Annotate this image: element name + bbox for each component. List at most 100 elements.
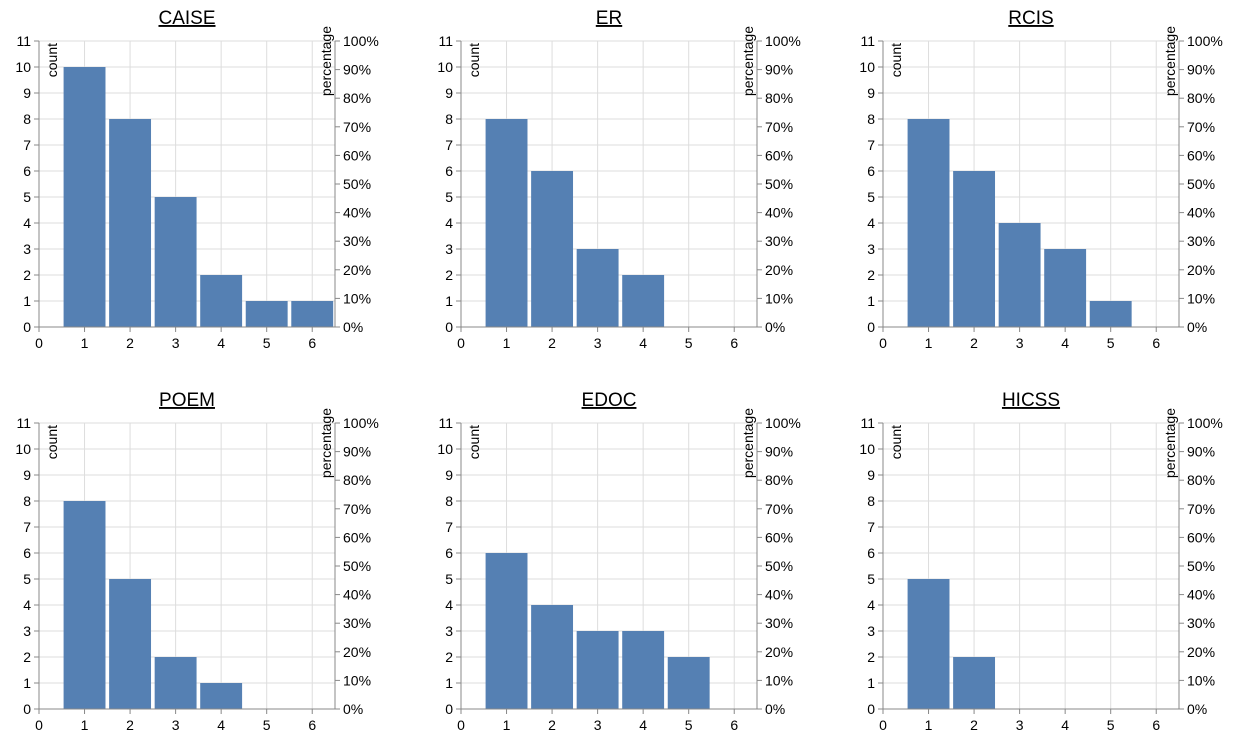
bar bbox=[622, 631, 665, 709]
chart-panel-edoc: 012345678910110%10%20%30%40%50%60%70%80%… bbox=[437, 390, 800, 733]
x-tick-label: 0 bbox=[457, 335, 465, 351]
y2-tick-label: 0% bbox=[765, 319, 785, 335]
bar bbox=[291, 301, 334, 327]
y2-tick-label: 10% bbox=[765, 290, 793, 306]
x-tick-label: 5 bbox=[685, 717, 693, 733]
x-tick-label: 5 bbox=[685, 335, 693, 351]
y-tick-label: 11 bbox=[860, 415, 875, 431]
y-tick-label: 0 bbox=[445, 319, 453, 335]
x-tick-label: 2 bbox=[548, 717, 556, 733]
y2-tick-label: 70% bbox=[1187, 119, 1215, 135]
x-tick-label: 5 bbox=[263, 335, 271, 351]
x-tick-label: 0 bbox=[457, 717, 465, 733]
y2-tick-label: 80% bbox=[343, 472, 371, 488]
x-tick-label: 4 bbox=[639, 335, 647, 351]
y-tick-label: 5 bbox=[23, 571, 31, 587]
y-axis-label: count bbox=[44, 425, 60, 459]
x-tick-label: 1 bbox=[925, 335, 933, 351]
x-tick-label: 2 bbox=[970, 717, 978, 733]
y-tick-label: 5 bbox=[445, 571, 453, 587]
x-tick-label: 2 bbox=[970, 335, 978, 351]
y-tick-label: 3 bbox=[867, 623, 875, 639]
y2-tick-label: 100% bbox=[765, 415, 801, 431]
y-axis-label: count bbox=[466, 43, 482, 77]
y2-tick-label: 60% bbox=[343, 529, 371, 545]
y-tick-label: 4 bbox=[23, 215, 31, 231]
y-axis-label: count bbox=[888, 43, 904, 77]
y2-tick-label: 40% bbox=[343, 587, 371, 603]
chart-title: EDOC bbox=[582, 390, 637, 411]
y-tick-label: 10 bbox=[437, 441, 453, 457]
y-tick-label: 6 bbox=[23, 545, 31, 561]
x-tick-label: 4 bbox=[1061, 717, 1069, 733]
x-tick-label: 5 bbox=[1107, 717, 1115, 733]
y2-tick-label: 0% bbox=[343, 319, 363, 335]
x-tick-label: 4 bbox=[1061, 335, 1069, 351]
y-tick-label: 8 bbox=[867, 111, 875, 127]
x-tick-label: 0 bbox=[879, 717, 887, 733]
bar bbox=[622, 275, 665, 327]
y-tick-label: 6 bbox=[23, 163, 31, 179]
y2-tick-label: 100% bbox=[343, 415, 379, 431]
x-tick-label: 5 bbox=[1107, 335, 1115, 351]
y-tick-label: 0 bbox=[445, 701, 453, 717]
y2-tick-label: 80% bbox=[343, 90, 371, 106]
y-tick-label: 1 bbox=[867, 293, 875, 309]
y2-tick-label: 20% bbox=[765, 644, 793, 660]
x-tick-label: 1 bbox=[503, 717, 511, 733]
bar bbox=[576, 249, 619, 327]
x-tick-label: 6 bbox=[308, 717, 316, 733]
y2-tick-label: 60% bbox=[1187, 529, 1215, 545]
chart-title: HICSS bbox=[1002, 390, 1060, 411]
y2-tick-label: 10% bbox=[343, 672, 371, 688]
y2-tick-label: 90% bbox=[765, 444, 793, 460]
y2-tick-label: 60% bbox=[765, 529, 793, 545]
y2-tick-label: 20% bbox=[343, 644, 371, 660]
y-tick-label: 4 bbox=[445, 215, 453, 231]
y2-tick-label: 50% bbox=[765, 558, 793, 574]
y2-tick-label: 90% bbox=[1187, 62, 1215, 78]
y2-tick-label: 30% bbox=[343, 233, 371, 249]
y-tick-label: 10 bbox=[437, 59, 453, 75]
y2-axis-label: percentage bbox=[740, 26, 756, 96]
y-axis-label: count bbox=[888, 425, 904, 459]
x-tick-label: 2 bbox=[126, 717, 134, 733]
y-tick-label: 10 bbox=[859, 441, 875, 457]
y-tick-label: 7 bbox=[23, 137, 31, 153]
y2-tick-label: 80% bbox=[1187, 472, 1215, 488]
y-tick-label: 0 bbox=[867, 701, 875, 717]
y2-tick-label: 60% bbox=[765, 147, 793, 163]
y2-tick-label: 70% bbox=[765, 119, 793, 135]
y-tick-label: 2 bbox=[867, 267, 875, 283]
y-tick-label: 10 bbox=[15, 59, 31, 75]
chart-panel-hicss: 012345678910110%10%20%30%40%50%60%70%80%… bbox=[859, 390, 1222, 733]
y-tick-label: 7 bbox=[23, 519, 31, 535]
y-tick-label: 9 bbox=[445, 85, 453, 101]
y2-tick-label: 20% bbox=[765, 262, 793, 278]
y-tick-label: 3 bbox=[867, 241, 875, 257]
x-tick-label: 3 bbox=[594, 335, 602, 351]
y2-tick-label: 0% bbox=[765, 701, 785, 717]
x-tick-label: 6 bbox=[308, 335, 316, 351]
y2-tick-label: 90% bbox=[343, 62, 371, 78]
chart-panel-poem: 012345678910110%10%20%30%40%50%60%70%80%… bbox=[15, 390, 378, 733]
chart-title: CAISE bbox=[158, 8, 215, 29]
y2-tick-label: 40% bbox=[1187, 205, 1215, 221]
y2-tick-label: 30% bbox=[343, 615, 371, 631]
y2-tick-label: 40% bbox=[1187, 587, 1215, 603]
y2-tick-label: 20% bbox=[1187, 644, 1215, 660]
y2-tick-label: 10% bbox=[1187, 290, 1215, 306]
y-tick-label: 1 bbox=[445, 675, 453, 691]
y2-tick-label: 50% bbox=[765, 176, 793, 192]
y2-tick-label: 50% bbox=[1187, 176, 1215, 192]
y-tick-label: 6 bbox=[445, 545, 453, 561]
y-tick-label: 3 bbox=[23, 241, 31, 257]
y2-tick-label: 90% bbox=[343, 444, 371, 460]
bar bbox=[200, 683, 243, 709]
y-tick-label: 9 bbox=[445, 467, 453, 483]
y2-tick-label: 80% bbox=[765, 90, 793, 106]
y-tick-label: 10 bbox=[15, 441, 31, 457]
y2-tick-label: 60% bbox=[343, 147, 371, 163]
y2-tick-label: 0% bbox=[1187, 319, 1207, 335]
